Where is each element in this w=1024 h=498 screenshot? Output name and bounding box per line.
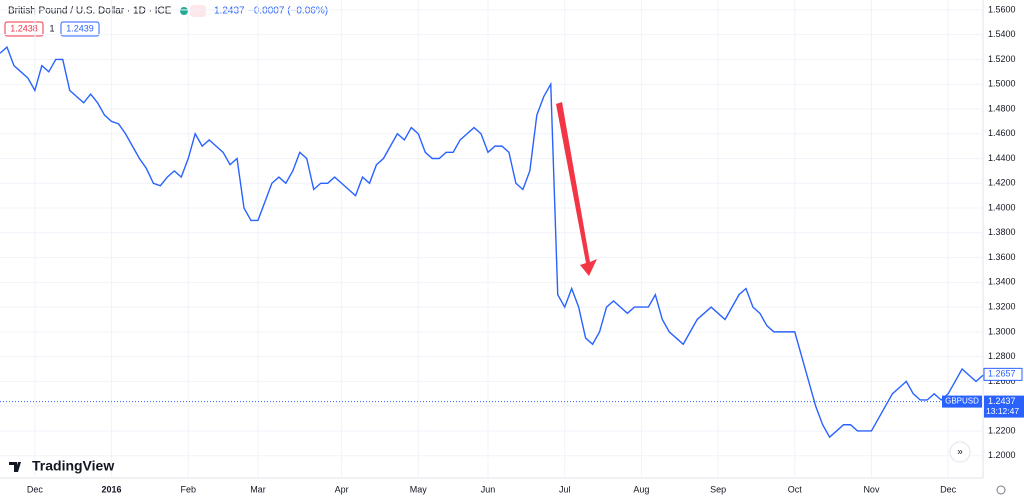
settings-icon[interactable]: [996, 485, 1006, 495]
series-name: GBPUSD: [945, 397, 979, 406]
scroll-button[interactable]: [949, 441, 971, 463]
marker-box: [983, 367, 1023, 381]
y-tick-label: 1.4200: [988, 178, 1016, 188]
scroll-icon: »: [957, 447, 963, 458]
price-box: [984, 395, 1024, 418]
bid-box[interactable]: [4, 21, 44, 37]
y-tick-label: 1.3200: [988, 301, 1016, 311]
x-tick-label: Dec: [27, 484, 44, 494]
status-dot: [180, 7, 188, 15]
price-change: −0.0007 (−0.06%): [248, 6, 328, 17]
spread: 1: [49, 23, 54, 33]
ask: 1.2439: [66, 23, 94, 33]
x-tick-label: Jun: [481, 484, 496, 494]
x-tick-label: Jul: [559, 484, 571, 494]
y-tick-label: 1.4800: [988, 103, 1016, 113]
ask-box[interactable]: [60, 21, 100, 37]
series-tag: [942, 395, 982, 408]
price-label: 1.2437: [988, 396, 1016, 406]
y-tick-label: 1.3800: [988, 227, 1016, 237]
annotation-arrow: [556, 102, 597, 276]
y-tick-label: 1.5400: [988, 29, 1016, 39]
x-tick-label: Oct: [788, 484, 803, 494]
x-tick-label: Mar: [250, 484, 266, 494]
brand-logo: [9, 462, 21, 472]
x-tick-label: Sep: [710, 484, 726, 494]
bid: 1.2438: [10, 23, 38, 33]
y-tick-label: 1.2200: [988, 425, 1016, 435]
y-tick-label: 1.4600: [988, 128, 1016, 138]
y-tick-label: 1.3400: [988, 277, 1016, 287]
x-tick-label: Nov: [863, 484, 880, 494]
y-tick-label: 1.5200: [988, 54, 1016, 64]
y-tick-label: 1.4400: [988, 153, 1016, 163]
x-tick-label: 2016: [102, 484, 122, 494]
flag: [190, 5, 206, 17]
clock-label: 13:12:47: [986, 406, 1019, 416]
y-tick-label: 1.3600: [988, 252, 1016, 262]
y-tick-label: 1.2000: [988, 450, 1016, 460]
x-tick-label: Aug: [633, 484, 649, 494]
x-tick-label: Apr: [335, 484, 349, 494]
x-tick-label: Dec: [940, 484, 957, 494]
price-line: [0, 45, 984, 439]
y-tick-label: 1.5000: [988, 79, 1016, 89]
brand: TradingView: [32, 458, 114, 474]
x-tick-label: May: [410, 484, 428, 494]
y-tick-label: 1.3000: [988, 326, 1016, 336]
symbol-title: British Pound / U.S. Dollar · 1D · ICE: [8, 6, 172, 17]
marker-label: 1.2657: [988, 369, 1016, 379]
last-price: 1.2437: [214, 6, 245, 17]
x-tick-label: Feb: [180, 484, 196, 494]
y-tick-label: 1.5600: [988, 4, 1016, 14]
y-tick-label: 1.4000: [988, 202, 1016, 212]
y-tick-label: 1.2800: [988, 351, 1016, 361]
